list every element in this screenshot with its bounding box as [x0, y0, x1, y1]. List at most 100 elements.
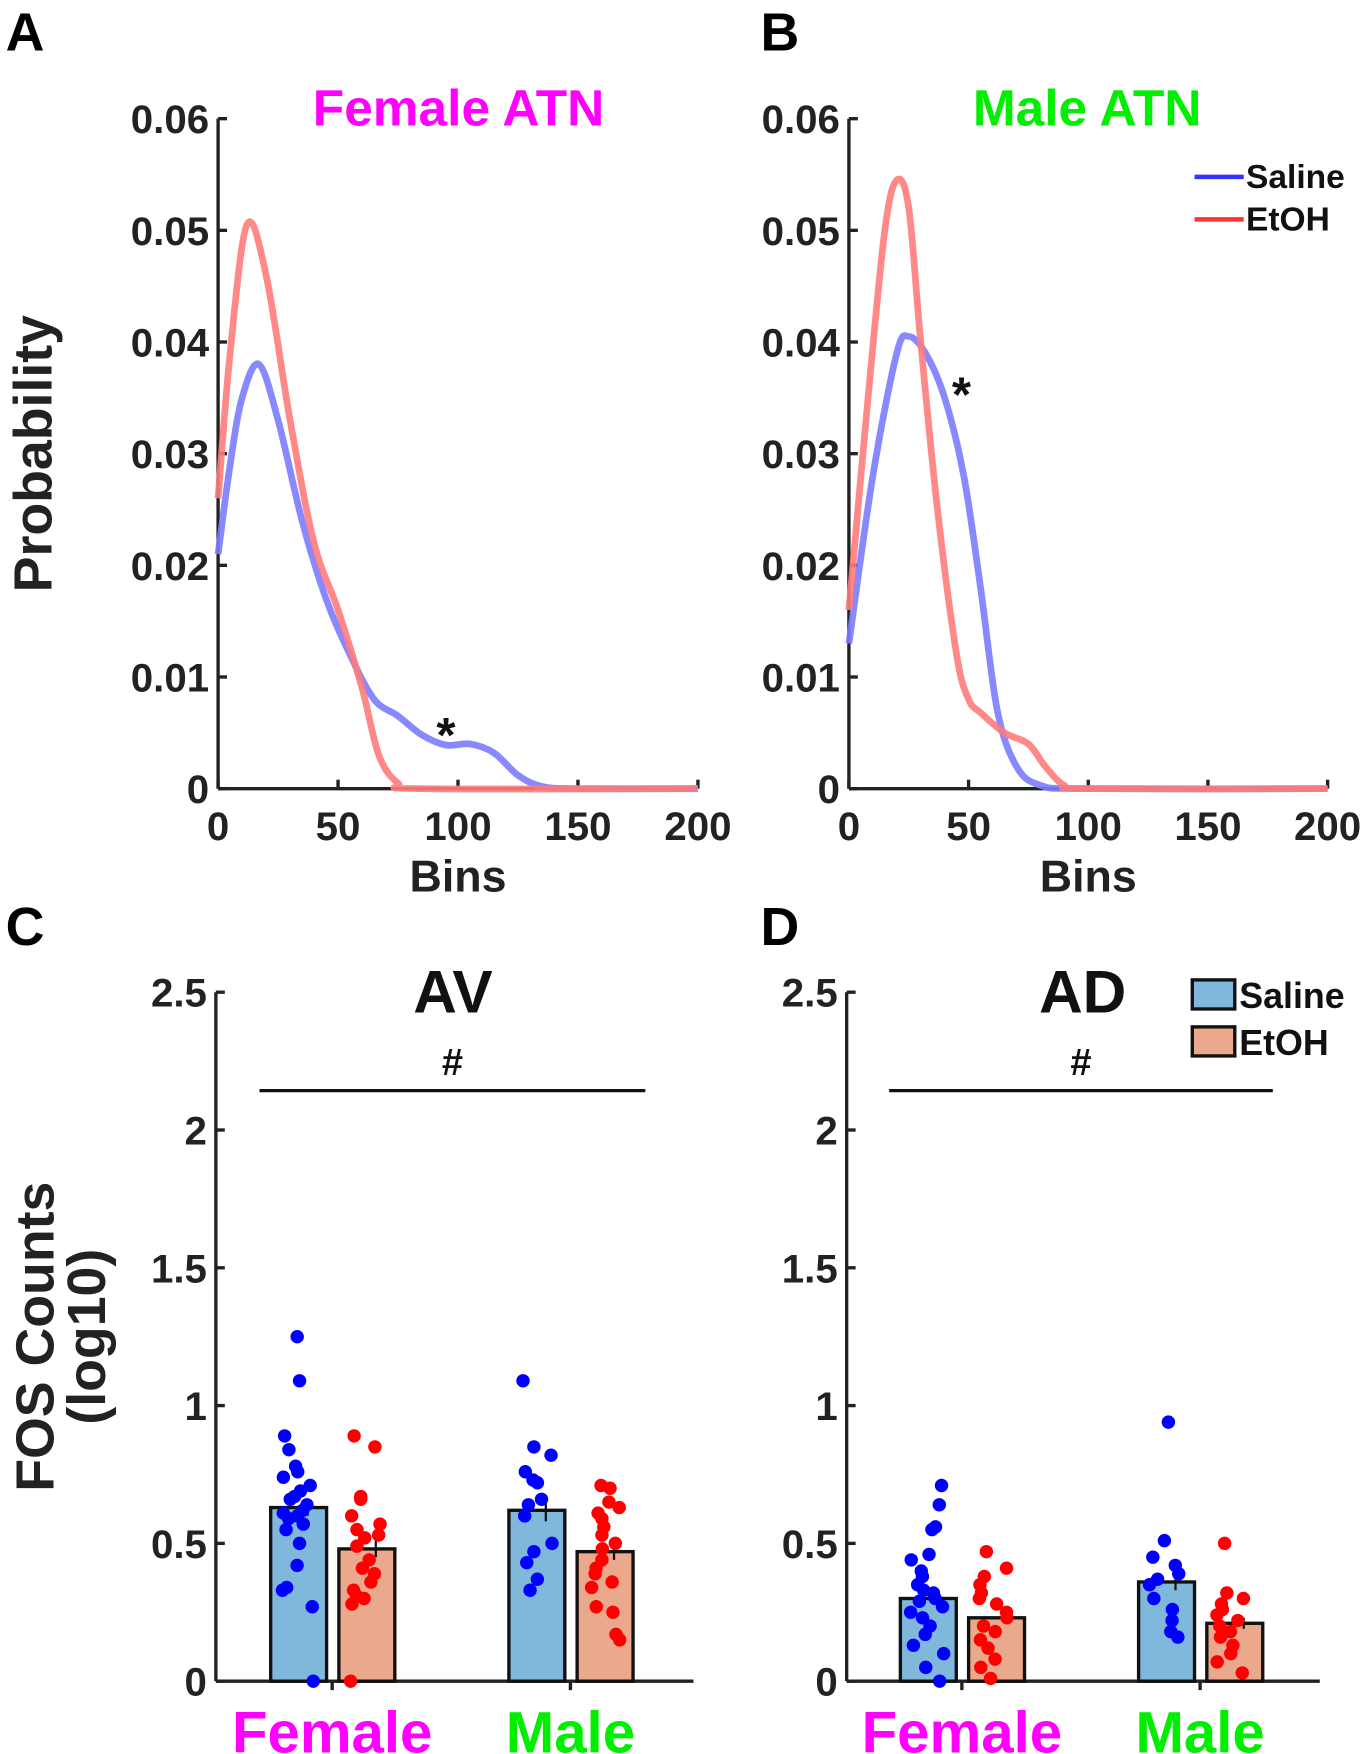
data-point: [1142, 1578, 1157, 1592]
legend-swatch-saline: [1190, 978, 1237, 1011]
data-point: [1161, 1415, 1176, 1429]
data-point: [1000, 1611, 1014, 1625]
data-point: [1210, 1655, 1224, 1669]
data-point: [353, 1492, 368, 1506]
x-tick-label: 150: [544, 804, 611, 849]
data-point: [527, 1440, 541, 1454]
y-tick-label: 2.5: [782, 971, 838, 1016]
x-tick-label: 150: [1174, 804, 1241, 849]
data-point: [364, 1575, 378, 1589]
data-point: [371, 1528, 386, 1542]
data-point: [912, 1594, 927, 1608]
series-line-etoh: [845, 175, 1328, 793]
y-tick-label: 0.05: [131, 209, 209, 254]
data-point: [1157, 1533, 1172, 1548]
data-point: [605, 1575, 619, 1589]
data-point: [602, 1495, 616, 1509]
data-point: [344, 1509, 359, 1523]
data-point: [588, 1566, 602, 1581]
category-label-male: Male: [506, 1701, 635, 1754]
series-line-etoh: [214, 218, 698, 793]
data-point: [282, 1442, 296, 1457]
data-point: [292, 1374, 307, 1388]
bar-etoh-male: [575, 1549, 635, 1683]
data-point: [534, 1492, 549, 1506]
x-tick-label: 100: [424, 804, 491, 849]
panel-label-c: C: [6, 897, 45, 957]
data-point: [1220, 1586, 1234, 1600]
data-point: [1172, 1566, 1186, 1581]
data-point: [292, 1536, 307, 1551]
data-point: [303, 1478, 317, 1493]
significance-marker: #: [1070, 1042, 1091, 1084]
significance-marker: *: [952, 367, 972, 422]
panel-a: Female ATN 0 0.01 0.02 0.03 0.04 0.05 0.06 0 50 10…: [3, 78, 731, 901]
series-line-saline: [214, 360, 698, 793]
data-point: [343, 1674, 358, 1688]
data-point: [1235, 1666, 1249, 1680]
data-point: [608, 1536, 623, 1551]
data-point: [1231, 1613, 1245, 1628]
data-point: [972, 1591, 987, 1606]
bar-saline-male: [507, 1508, 567, 1683]
x-axis-label: Bins: [1040, 853, 1137, 902]
data-point: [368, 1440, 382, 1454]
y-tick-label: 0.01: [762, 656, 840, 701]
series-line-saline: [845, 332, 1328, 793]
x-tick-label: 100: [1055, 804, 1122, 849]
data-point: [283, 1492, 297, 1506]
data-point: [290, 1558, 304, 1573]
data-point: [279, 1522, 293, 1537]
data-point: [291, 1465, 305, 1479]
data-point: [1236, 1591, 1251, 1606]
data-point: [925, 1522, 939, 1537]
data-point: [1224, 1646, 1238, 1661]
x-tick-label: 200: [664, 804, 731, 849]
legend-swatch-etoh: [1190, 1025, 1237, 1058]
data-point: [595, 1542, 610, 1556]
y-tick-label: 0.04: [131, 321, 210, 366]
y-tick-label: 0.02: [762, 544, 840, 589]
x-tick-label: 50: [946, 804, 991, 849]
y-tick-label: 1.5: [782, 1246, 838, 1291]
data-point: [296, 1517, 310, 1531]
y-tick-label: 0.5: [782, 1522, 838, 1567]
data-point: [612, 1633, 627, 1647]
x-tick-label: 0: [838, 804, 860, 849]
data-point: [347, 1429, 361, 1443]
data-point: [922, 1547, 936, 1562]
y-tick-label: 0: [187, 767, 209, 812]
data-point: [903, 1605, 918, 1619]
data-point: [523, 1583, 537, 1597]
data-point: [981, 1641, 995, 1655]
legend-label-saline: Saline: [1246, 159, 1345, 196]
panel-label-a: A: [6, 2, 45, 62]
legend-label-saline: Saline: [1239, 976, 1344, 1016]
panel-d: AD 0 0.5 1 1.5 2 2.5 Female Male # Saline EtOH: [782, 957, 1345, 1754]
data-point: [373, 1517, 387, 1531]
data-point: [1217, 1536, 1232, 1551]
data-point: [277, 1429, 292, 1443]
data-point: [1165, 1613, 1179, 1628]
data-point: [595, 1528, 609, 1542]
data-point: [527, 1544, 541, 1559]
y-tick-label: 0.02: [131, 544, 209, 589]
x-tick-label: 200: [1294, 804, 1361, 849]
chart-title: Male ATN: [973, 78, 1202, 136]
y-tick-label: 0.03: [131, 432, 209, 477]
data-point: [612, 1500, 626, 1515]
panel-label-d: D: [761, 897, 800, 957]
x-axis-label: Bins: [410, 853, 507, 902]
data-point: [530, 1476, 545, 1490]
data-point: [989, 1597, 1004, 1611]
data-point: [988, 1624, 1002, 1639]
y-tick-label: 0: [818, 767, 840, 812]
data-point: [988, 1652, 1002, 1666]
y-tick-label: 1: [815, 1384, 837, 1429]
data-point: [606, 1605, 620, 1619]
data-point: [275, 1583, 290, 1597]
y-axis-label: FOS Counts: [6, 1182, 66, 1492]
y-tick-label: 1.5: [151, 1246, 207, 1291]
category-label-male: Male: [1135, 1701, 1264, 1754]
